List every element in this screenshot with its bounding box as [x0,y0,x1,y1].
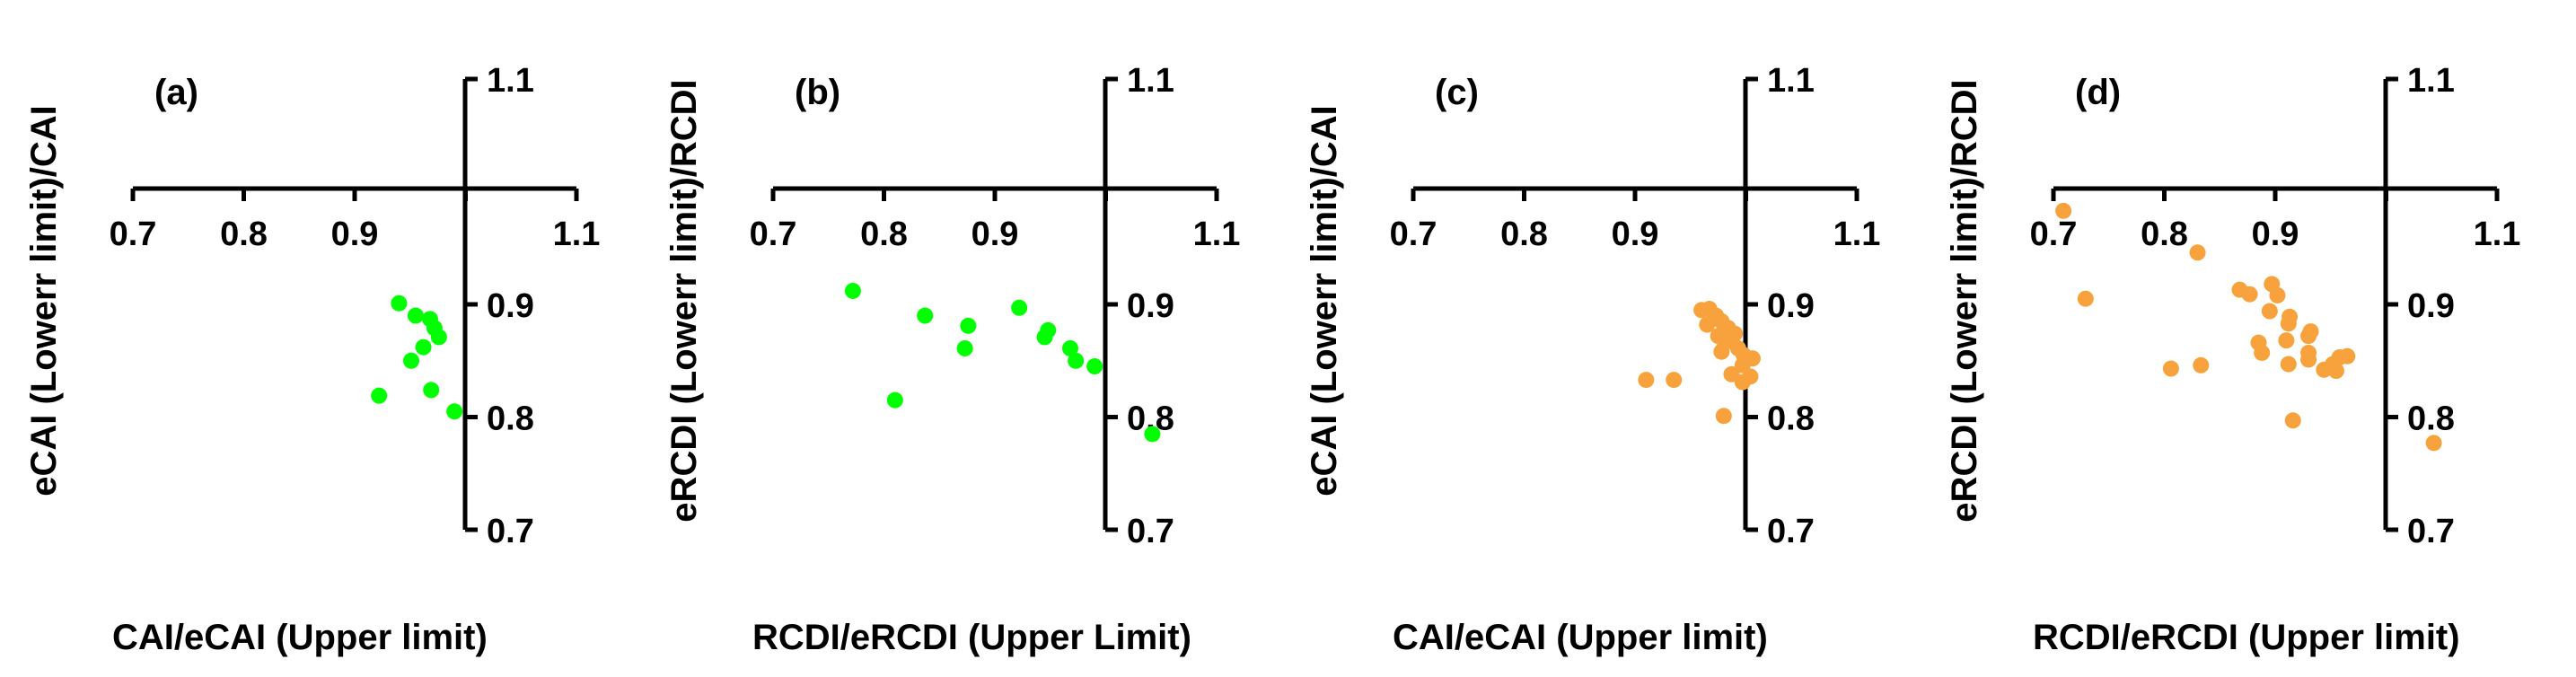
x-axis-title: CAI/eCAI (Upper limit) [1393,618,1768,657]
y-tick-label: 1.1 [1127,62,1174,100]
y-axis-title: eCAI (Lowerr limit)/CAI [24,105,64,497]
panel-label: (a) [154,73,198,112]
data-point-19 [1638,372,1655,389]
data-point-4 [960,317,977,334]
x-tick-label: 1.1 [1833,215,1881,253]
data-point-8 [2261,303,2278,320]
data-point-9 [423,382,440,399]
chart-panel-1: (a) 0.7 0.8 0.9 1.1 1.1 0.9 0.8 0.7 CAI/eCAI (Upp… [24,62,600,657]
data-point-14 [2278,332,2295,349]
y-tick-label: 0.8 [2407,400,2455,438]
data-point-8 [1061,339,1078,356]
y-tick-label: 1.1 [1767,62,1815,100]
data-point-3 [917,307,934,324]
y-tick-label: 0.7 [487,513,534,550]
x-tick-label: 0.8 [220,215,268,253]
x-tick-label: 1.1 [553,215,601,253]
data-point-5 [2241,286,2258,303]
y-tick-label: 0.8 [1767,400,1815,438]
x-tick-label: 0.9 [971,215,1019,253]
y-tick-label: 1.1 [2407,62,2455,100]
chart-panel-3: (c) 0.7 0.8 0.9 1.1 1.1 0.9 0.8 0.7 CAI/eCAI (Upp… [1305,62,1880,657]
data-point-12 [1713,343,1730,360]
data-point-2 [2189,244,2206,261]
data-point-15 [2254,344,2271,361]
y-tick-label: 0.7 [2407,513,2455,550]
data-point-22 [2193,356,2210,374]
data-point-23 [2162,360,2179,377]
data-point-6 [2269,286,2286,303]
x-tick-label: 0.8 [1500,215,1548,253]
y-tick-label: 0.9 [2407,287,2455,325]
data-point-24 [2316,361,2333,378]
x-tick-label: 0.7 [110,215,157,253]
x-tick-label: 0.7 [750,215,797,253]
data-point-6 [1036,329,1053,346]
data-point-21 [2280,356,2297,373]
x-tick-label: 0.9 [1612,215,1659,253]
data-point-26 [2284,412,2301,429]
data-point-8 [371,387,388,404]
data-point-10 [1086,358,1103,375]
data-point-20 [1666,372,1683,389]
y-tick-label: 0.8 [487,400,534,438]
panel-label: (c) [1435,73,1479,112]
x-tick-label: 0.8 [2141,215,2188,253]
data-point-2 [1011,299,1028,316]
panel-label: (b) [795,73,840,112]
data-point-9 [1068,352,1085,369]
y-tick-label: 0.9 [1127,287,1174,325]
data-point-21 [1715,408,1732,425]
data-point-4 [1699,316,1716,333]
y-axis-title: eRCDI (Lowerr limit)/RCDI [1945,79,1984,522]
data-point-17 [2300,351,2317,368]
y-tick-label: 1.1 [487,62,534,100]
x-tick-label: 1.1 [1193,215,1241,253]
y-tick-label: 0.9 [487,287,534,325]
data-point-18 [1742,368,1759,385]
data-point-10 [2280,315,2297,332]
x-tick-label: 0.7 [1390,215,1437,253]
x-tick-label: 0.8 [860,215,908,253]
y-tick-label: 0.7 [1767,513,1815,550]
data-point-7 [402,352,419,369]
data-point-11 [886,391,903,409]
data-point-7 [2077,290,2094,307]
data-point-7 [956,339,973,356]
data-point-1 [2055,202,2072,219]
data-point-15 [1734,356,1751,374]
data-point-10 [446,403,463,420]
data-point-19 [2339,347,2356,365]
y-axis-title: eRCDI (Lowerr limit)/RCDI [664,79,704,522]
chart-panel-4: (d) 0.7 0.8 0.9 1.1 1.1 0.9 0.8 0.7 RCDI/eRCDI (U… [1945,62,2520,657]
data-point-5 [430,329,447,346]
data-point-2 [407,307,424,324]
x-axis-title: RCDI/eRCDI (Upper Limit) [752,618,1191,657]
data-point-25 [2327,363,2344,380]
x-tick-label: 0.7 [2030,215,2078,253]
y-tick-label: 0.7 [1127,513,1174,550]
data-point-1 [844,282,861,299]
x-tick-label: 1.1 [2474,215,2521,253]
panel-label: (d) [2075,73,2121,112]
data-point-1 [391,295,408,312]
x-tick-label: 0.9 [331,215,379,253]
data-point-6 [415,338,432,356]
x-axis-title: RCDI/eRCDI (Upper limit) [2033,618,2460,657]
y-tick-label: 0.9 [1767,287,1815,325]
data-point-12 [2300,328,2317,345]
x-axis-title: CAI/eCAI (Upper limit) [112,618,488,657]
y-axis-title: eCAI (Lowerr limit)/CAI [1305,105,1344,497]
data-point-27 [2425,435,2442,452]
x-tick-label: 0.9 [2252,215,2299,253]
data-point-12 [1144,426,1161,443]
